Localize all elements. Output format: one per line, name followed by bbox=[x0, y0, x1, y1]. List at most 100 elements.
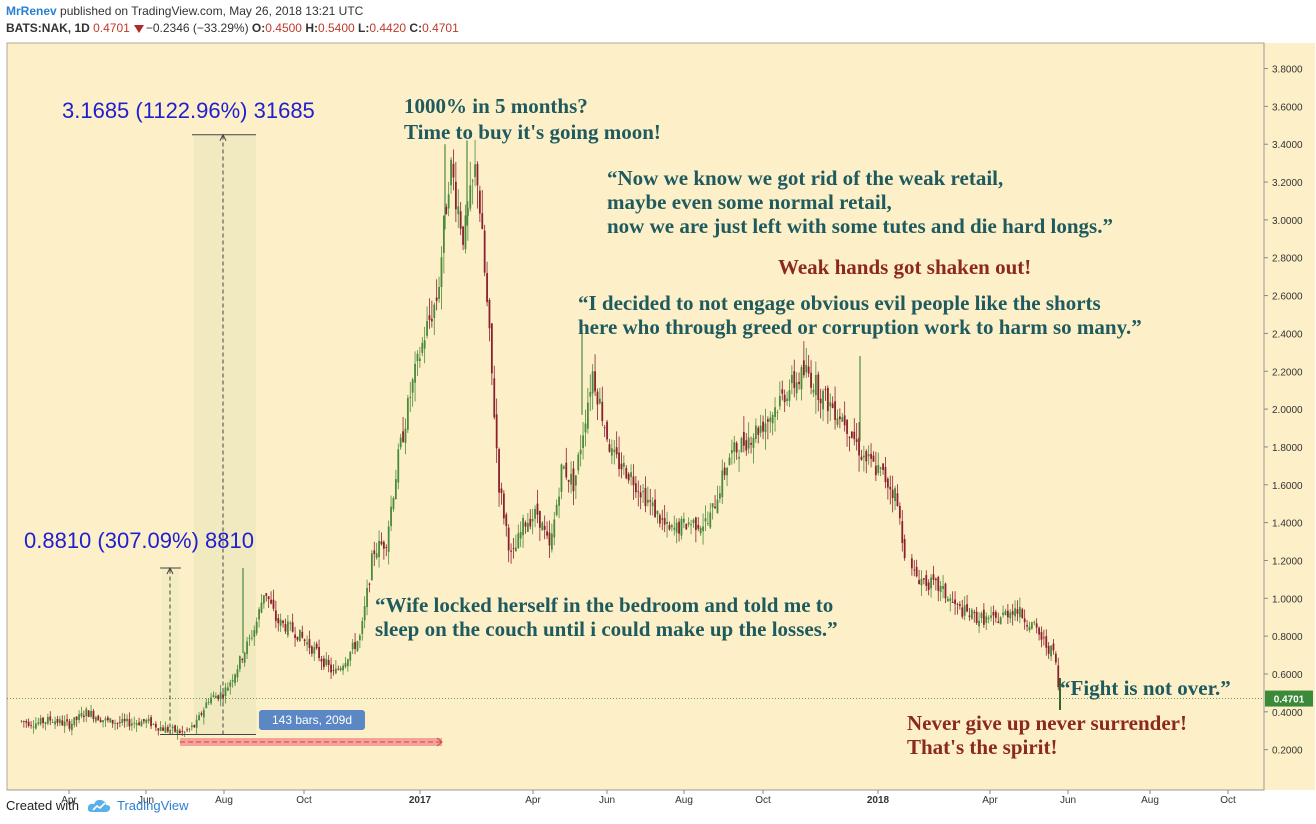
candle-body bbox=[855, 439, 858, 442]
candle-body bbox=[22, 721, 25, 722]
candle-body bbox=[282, 620, 284, 624]
candle-body bbox=[591, 371, 594, 394]
candle-body bbox=[490, 323, 493, 374]
candle-body bbox=[73, 717, 76, 726]
candle-body bbox=[536, 503, 539, 515]
candle-body bbox=[140, 721, 143, 727]
candle-body bbox=[776, 411, 779, 413]
candle-body bbox=[541, 522, 544, 531]
candle-body bbox=[502, 493, 505, 519]
candle-body bbox=[49, 716, 52, 721]
candle-body bbox=[68, 721, 71, 729]
candle-body bbox=[164, 727, 167, 733]
x-tick-label: Aug bbox=[675, 795, 693, 806]
candle-body bbox=[488, 299, 491, 329]
candle-body bbox=[157, 728, 160, 731]
candle-body bbox=[526, 522, 529, 532]
annotations: 1000% in 5 months?Time to buy it's going… bbox=[375, 94, 1231, 759]
candle-body bbox=[740, 438, 743, 453]
candle-body bbox=[877, 465, 880, 474]
x-axis-ticks: Apr Jun Aug Oct 2017 Apr Jun Aug Oct 2018 Apr Jun Au… bbox=[61, 790, 1236, 806]
candle-body bbox=[675, 522, 678, 533]
candle-body bbox=[973, 612, 976, 614]
candle-body bbox=[771, 414, 774, 424]
measure-area-2 bbox=[194, 134, 256, 735]
candle-body bbox=[181, 730, 184, 732]
candle-body bbox=[678, 521, 680, 534]
author-link[interactable]: MrRenev bbox=[6, 4, 57, 18]
candle-body bbox=[646, 499, 649, 503]
candle-body bbox=[1028, 626, 1031, 631]
candle-body bbox=[841, 417, 844, 422]
candle-body bbox=[397, 449, 400, 483]
candle-body bbox=[426, 321, 428, 336]
candle-body bbox=[289, 623, 292, 625]
candle-body bbox=[644, 487, 647, 507]
candle-body bbox=[1030, 622, 1033, 629]
candle-body bbox=[27, 721, 30, 726]
candle-body bbox=[301, 631, 304, 638]
annotation-note[interactable]: “Now we know we got rid of the weak reta… bbox=[607, 166, 1113, 238]
candle-body bbox=[118, 722, 121, 724]
candle-body bbox=[963, 605, 966, 616]
candle-body bbox=[366, 588, 368, 608]
candle-body bbox=[610, 448, 613, 456]
candle-body bbox=[898, 506, 901, 519]
price-axis[interactable] bbox=[1264, 43, 1315, 790]
candle-body bbox=[824, 389, 827, 391]
candle-body bbox=[236, 669, 239, 678]
candle-body bbox=[529, 518, 532, 527]
x-tick-label: Aug bbox=[215, 795, 233, 806]
candle-body bbox=[85, 708, 88, 717]
candle-body bbox=[930, 577, 932, 589]
candle-body bbox=[586, 402, 589, 429]
candle-body bbox=[884, 466, 887, 483]
candle-body bbox=[356, 641, 359, 651]
candle-body bbox=[390, 506, 392, 526]
candle-body bbox=[903, 538, 906, 559]
annotation-note[interactable]: “I decided to not engage obvious evil pe… bbox=[578, 291, 1142, 339]
candle-body bbox=[159, 727, 162, 731]
candle-body bbox=[757, 427, 760, 435]
candle-body bbox=[819, 398, 822, 404]
candle-body bbox=[891, 489, 894, 499]
candle-body bbox=[169, 730, 172, 731]
candle-body bbox=[318, 647, 320, 659]
y-tick-label: 0.2000 bbox=[1272, 746, 1303, 757]
candle-body bbox=[915, 566, 918, 577]
candle-body bbox=[961, 607, 964, 617]
candle-body bbox=[637, 491, 640, 493]
symbol-label[interactable]: BATS:NAK, 1D bbox=[6, 21, 90, 35]
candle-body bbox=[634, 483, 637, 493]
annotation-note[interactable]: “Fight is not over.” bbox=[1060, 676, 1231, 700]
candle-body bbox=[814, 375, 817, 396]
candle-body bbox=[831, 403, 834, 408]
annotation-note[interactable]: 1000% in 5 months?Time to buy it's going… bbox=[404, 94, 661, 144]
candle-body bbox=[457, 206, 460, 215]
candle-body bbox=[870, 453, 872, 459]
candle-body bbox=[565, 462, 568, 478]
y-tick-label: 3.0000 bbox=[1272, 216, 1303, 227]
candle-body bbox=[469, 185, 472, 209]
annotation-line: Never give up never surrender! bbox=[907, 711, 1187, 735]
candle-body bbox=[668, 525, 671, 530]
candle-body bbox=[574, 475, 577, 486]
candle-body bbox=[865, 451, 868, 462]
candle-body bbox=[54, 721, 56, 725]
candle-body bbox=[582, 435, 584, 449]
annotation-line: “Now we know we got rid of the weak reta… bbox=[607, 166, 1003, 190]
candle-body bbox=[543, 525, 546, 530]
annotation-note[interactable]: “Wife locked herself in the bedroom and … bbox=[375, 593, 838, 641]
high-value: 0.5400 bbox=[317, 21, 355, 35]
candle-body bbox=[42, 717, 44, 724]
candle-body bbox=[829, 402, 832, 407]
x-tick-label: Aug bbox=[1141, 795, 1159, 806]
annotation-note[interactable]: Never give up never surrender!That's the… bbox=[907, 711, 1187, 759]
publish-text: published on TradingView.com, May 26, 20… bbox=[56, 4, 364, 18]
candle-body bbox=[567, 479, 570, 482]
annotation-note[interactable]: Weak hands got shaken out! bbox=[778, 255, 1031, 279]
candle-body bbox=[99, 719, 102, 723]
candle-body bbox=[380, 541, 383, 545]
tradingview-link[interactable]: TradingView bbox=[116, 798, 189, 813]
